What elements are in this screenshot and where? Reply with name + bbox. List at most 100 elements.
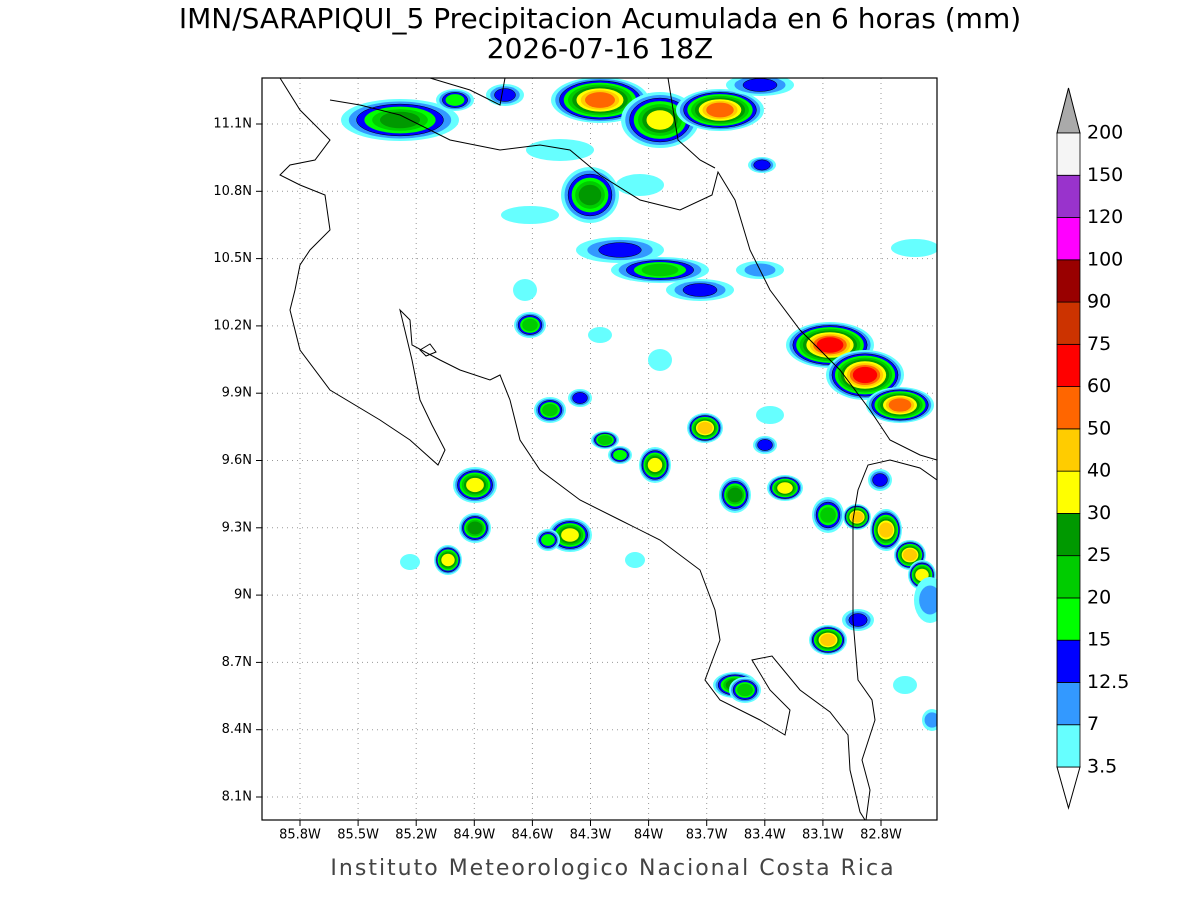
rain-contour bbox=[742, 78, 778, 92]
rain-contour bbox=[902, 548, 918, 562]
colorbar-label: 200 bbox=[1087, 122, 1123, 144]
x-tick-label: 84.9W bbox=[453, 828, 495, 843]
colorbar-label: 90 bbox=[1087, 291, 1111, 313]
rain-contour bbox=[737, 683, 753, 697]
colorbar-swatch bbox=[1056, 301, 1081, 345]
rain-contour bbox=[578, 184, 602, 206]
caribbean-coast bbox=[329, 99, 937, 461]
north-shore bbox=[429, 78, 506, 106]
rain-contour bbox=[467, 521, 483, 535]
colorbar-label: 60 bbox=[1087, 375, 1111, 397]
rain-contour bbox=[820, 507, 836, 523]
map-frame bbox=[261, 77, 938, 821]
y-tick-label: 11.1N bbox=[213, 117, 252, 132]
rain-contour bbox=[441, 553, 455, 567]
y-tick-label: 8.4N bbox=[222, 722, 252, 737]
rain-contour bbox=[753, 159, 771, 171]
x-tick-label: 83.1W bbox=[802, 828, 844, 843]
rain-contour bbox=[924, 712, 937, 728]
coastlines bbox=[279, 78, 937, 820]
rain-contour bbox=[501, 206, 559, 224]
colorbar-swatch bbox=[1056, 132, 1081, 176]
colorbar-label: 20 bbox=[1087, 586, 1111, 608]
x-tick-label: 84W bbox=[634, 828, 664, 843]
border bbox=[667, 78, 716, 169]
rain-contour bbox=[757, 439, 773, 451]
rain-contour bbox=[646, 110, 674, 130]
y-tick-label: 9.3N bbox=[222, 520, 252, 535]
colorbar-swatch bbox=[1056, 343, 1081, 388]
x-tick-label: 84.3W bbox=[570, 828, 612, 843]
subtitle: 2026-07-16 18Z bbox=[487, 32, 713, 65]
rain-contour bbox=[494, 88, 516, 102]
axis-ticks: 85.8W 85.5W 85.2W 84.9W 84.6W 84.3W 84W 83.7W 83… bbox=[213, 117, 902, 843]
y-tick-label: 9N bbox=[234, 588, 252, 603]
pacific-coast bbox=[279, 78, 866, 820]
colorbar-label: 75 bbox=[1087, 333, 1111, 355]
colorbar-swatch bbox=[1056, 597, 1081, 641]
rain-contour bbox=[878, 522, 894, 538]
rain-contour bbox=[598, 242, 642, 258]
x-tick-label: 84.6W bbox=[511, 828, 553, 843]
y-tick-label: 9.6N bbox=[222, 453, 252, 468]
colorbar-swatch bbox=[1056, 217, 1081, 261]
rain-contour bbox=[625, 552, 645, 568]
y-tick-label: 10.2N bbox=[213, 318, 252, 333]
rain-contour bbox=[588, 327, 612, 343]
rain-contour bbox=[647, 457, 663, 473]
x-tick-label: 83.7W bbox=[686, 828, 728, 843]
rain-contour bbox=[542, 403, 558, 417]
panama-coast bbox=[852, 459, 937, 820]
rain-contour bbox=[616, 174, 664, 196]
rain-contour bbox=[697, 421, 713, 435]
colorbar-label: 12.5 bbox=[1087, 671, 1129, 693]
rain-contour bbox=[613, 449, 627, 461]
colorbar-label: 30 bbox=[1087, 502, 1111, 524]
rain-contour bbox=[848, 613, 868, 627]
rain-contour bbox=[513, 279, 537, 301]
rain-contour bbox=[756, 406, 784, 424]
rain-contour bbox=[541, 534, 555, 546]
rain-contour bbox=[727, 487, 743, 503]
colorbar-label: 3.5 bbox=[1087, 756, 1117, 778]
colorbar-label: 50 bbox=[1087, 417, 1111, 439]
rain-contour bbox=[852, 366, 878, 384]
colorbar-swatch bbox=[1056, 555, 1081, 599]
rain-contour bbox=[888, 398, 912, 412]
colorbar-over bbox=[1056, 87, 1081, 134]
rain-contour bbox=[585, 92, 615, 108]
y-tick-label: 8.1N bbox=[222, 790, 252, 805]
rain-contour bbox=[561, 528, 579, 542]
rain-contour bbox=[706, 102, 734, 118]
rain-contour bbox=[466, 477, 484, 493]
rain-contour bbox=[919, 585, 937, 615]
colorbar-swatch bbox=[1056, 428, 1081, 472]
colorbar-label: 100 bbox=[1087, 248, 1123, 270]
colorbar-label: 25 bbox=[1087, 544, 1111, 566]
rain-contour bbox=[379, 111, 421, 129]
y-tick-label: 10.8N bbox=[213, 184, 252, 199]
rain-contour bbox=[400, 554, 420, 570]
rain-contour bbox=[522, 318, 538, 332]
rain-contour bbox=[445, 94, 465, 106]
colorbar-swatch bbox=[1056, 639, 1081, 683]
colorbar-swatch bbox=[1056, 174, 1081, 218]
x-tick-label: 82.8W bbox=[860, 828, 902, 843]
colorbar-swatch bbox=[1056, 259, 1081, 303]
colorbar-under bbox=[1056, 766, 1081, 810]
rain-contour bbox=[820, 633, 836, 647]
y-tick-label: 8.7N bbox=[222, 655, 252, 670]
rain-contour bbox=[816, 337, 844, 353]
rain-contour bbox=[777, 482, 793, 494]
colorbar-swatch bbox=[1056, 470, 1081, 514]
colorbar-label: 150 bbox=[1087, 164, 1123, 186]
x-tick-label: 85.2W bbox=[395, 828, 437, 843]
colorbar-swatch bbox=[1056, 682, 1081, 726]
colorbar-swatch bbox=[1056, 724, 1081, 768]
x-tick-label: 85.8W bbox=[279, 828, 321, 843]
rain-contour bbox=[682, 283, 718, 297]
precipitation bbox=[341, 78, 937, 731]
rain-contour bbox=[648, 349, 672, 371]
rain-contour bbox=[893, 676, 917, 694]
